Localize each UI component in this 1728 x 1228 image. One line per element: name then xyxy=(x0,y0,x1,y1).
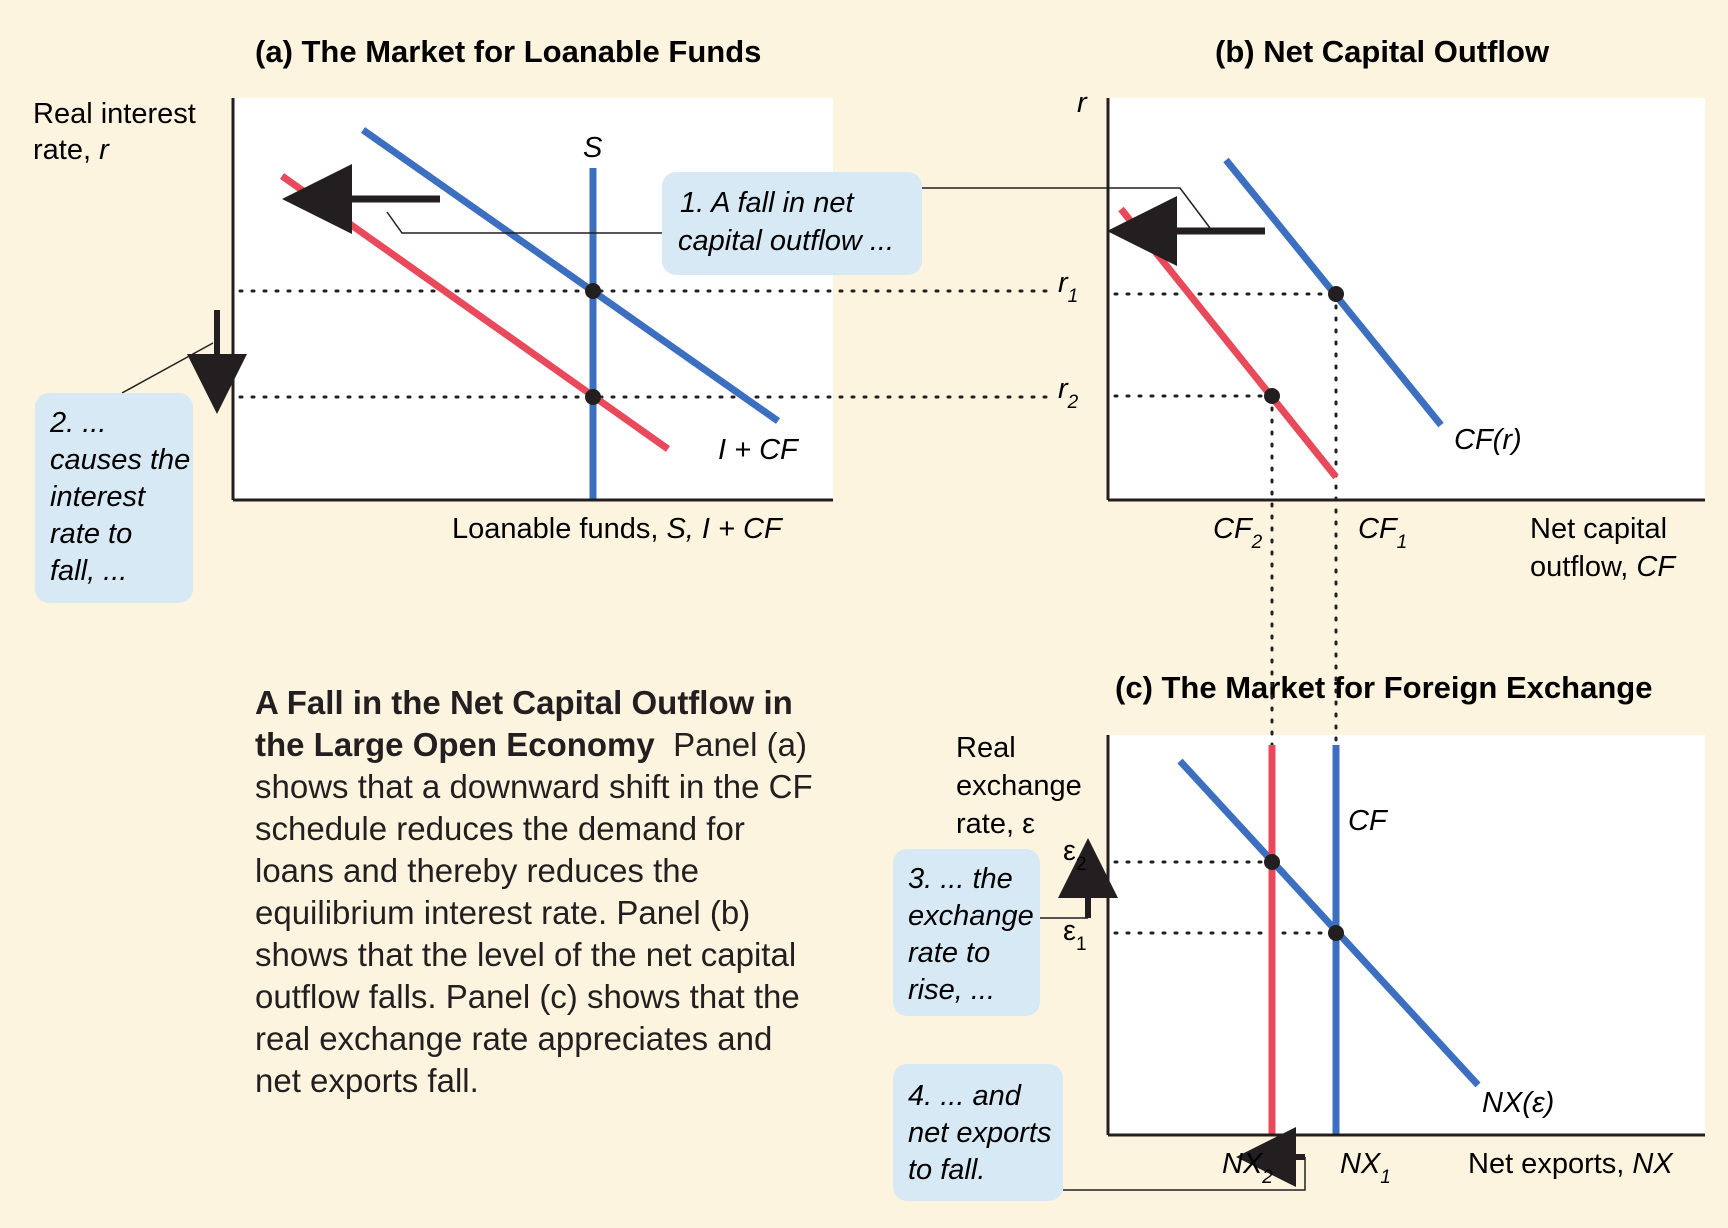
nx-curve-label: NX(ε) xyxy=(1482,1087,1554,1119)
callout-3-line4: rise, ... xyxy=(908,974,995,1006)
callout-4-box xyxy=(893,1064,1063,1201)
panel-c-x-label: Net exports, NX xyxy=(1468,1148,1674,1180)
demand-curve-blue xyxy=(360,127,781,424)
caption-body: Panel (a) shows that a downward shift in… xyxy=(255,726,813,1099)
e2-label: ε2 xyxy=(1063,835,1087,875)
panel-c-title: (c) The Market for Foreign Exchange xyxy=(1115,670,1652,705)
callout-4-line3: to fall. xyxy=(908,1154,985,1186)
callout-1-box xyxy=(662,172,922,275)
callout-2-line3: interest xyxy=(50,481,147,513)
fx-point-2 xyxy=(1264,854,1280,870)
panel-b-title: (b) Net Capital Outflow xyxy=(1215,34,1550,69)
caption-heading: A Fall in the Net Capital Outflow in the… xyxy=(255,684,793,763)
e1-label: ε1 xyxy=(1063,915,1087,955)
callout-2-line5: fall, ... xyxy=(50,555,127,587)
cf1-label: CF1 xyxy=(1358,513,1407,553)
panel-c-y-label-line2: exchange xyxy=(956,770,1082,802)
callout-3-line1: 3. ... the xyxy=(908,863,1013,895)
panel-a-x-label: Loanable funds, S, I + CF xyxy=(452,513,784,545)
callout-1-line2: capital outflow ... xyxy=(678,225,894,257)
nx-curve xyxy=(1177,758,1481,1088)
callout-1-leader-b xyxy=(920,187,1211,229)
figure-caption: A Fall in the Net Capital Outflow in the… xyxy=(255,682,815,1102)
nx2-label: NX2 xyxy=(1222,1148,1273,1188)
callout-2-box xyxy=(35,393,193,603)
panel-b-plot-area xyxy=(1108,98,1705,500)
callout-2-line4: rate to xyxy=(50,518,132,550)
panel-a-y-label-line2: rate, r xyxy=(33,134,110,166)
demand-label: I + CF xyxy=(718,434,800,466)
equilibrium-point-1-a xyxy=(585,283,601,299)
callout-3-line3: rate to xyxy=(908,937,990,969)
panel-a-title: (a) The Market for Loanable Funds xyxy=(255,34,761,69)
fx-point-1 xyxy=(1328,925,1344,941)
panel-c-y-label-line1: Real xyxy=(956,732,1016,764)
callout-2-line2: causes the xyxy=(50,444,190,476)
panel-c-plot-area xyxy=(1108,735,1705,1135)
r1-label: r1 xyxy=(1058,267,1078,307)
callout-2-leader xyxy=(121,342,214,394)
cf-point-2 xyxy=(1264,388,1280,404)
cf-curve-label: CF(r) xyxy=(1454,424,1522,456)
callout-3-line2: exchange xyxy=(908,900,1034,932)
callout-4-leader xyxy=(1063,1157,1306,1191)
panel-b-y-label: r xyxy=(1077,87,1088,119)
cf-vertical-label: CF xyxy=(1348,805,1389,837)
r2-label: r2 xyxy=(1058,373,1079,413)
panel-b-x-label-line1: Net capital xyxy=(1530,513,1667,545)
callout-2-line1: 2. ... xyxy=(49,407,106,439)
panel-a-y-label-line1: Real interest xyxy=(33,98,196,130)
cf2-label: CF2 xyxy=(1213,513,1263,553)
nx1-label: NX1 xyxy=(1340,1148,1391,1188)
cf-point-1 xyxy=(1328,286,1344,302)
callout-3-box xyxy=(893,849,1040,1016)
callout-1-line1: 1. A fall in net xyxy=(680,187,856,219)
equilibrium-point-2-a xyxy=(585,389,601,405)
panel-c-y-label-line3: rate, ε xyxy=(956,808,1035,840)
saving-label: S xyxy=(583,132,603,164)
panel-b-x-label-line2: outflow, CF xyxy=(1530,551,1677,583)
callout-4-line1: 4. ... and xyxy=(908,1080,1022,1112)
callout-4-line2: net exports xyxy=(908,1117,1051,1149)
callout-1-leader-a xyxy=(386,211,665,234)
